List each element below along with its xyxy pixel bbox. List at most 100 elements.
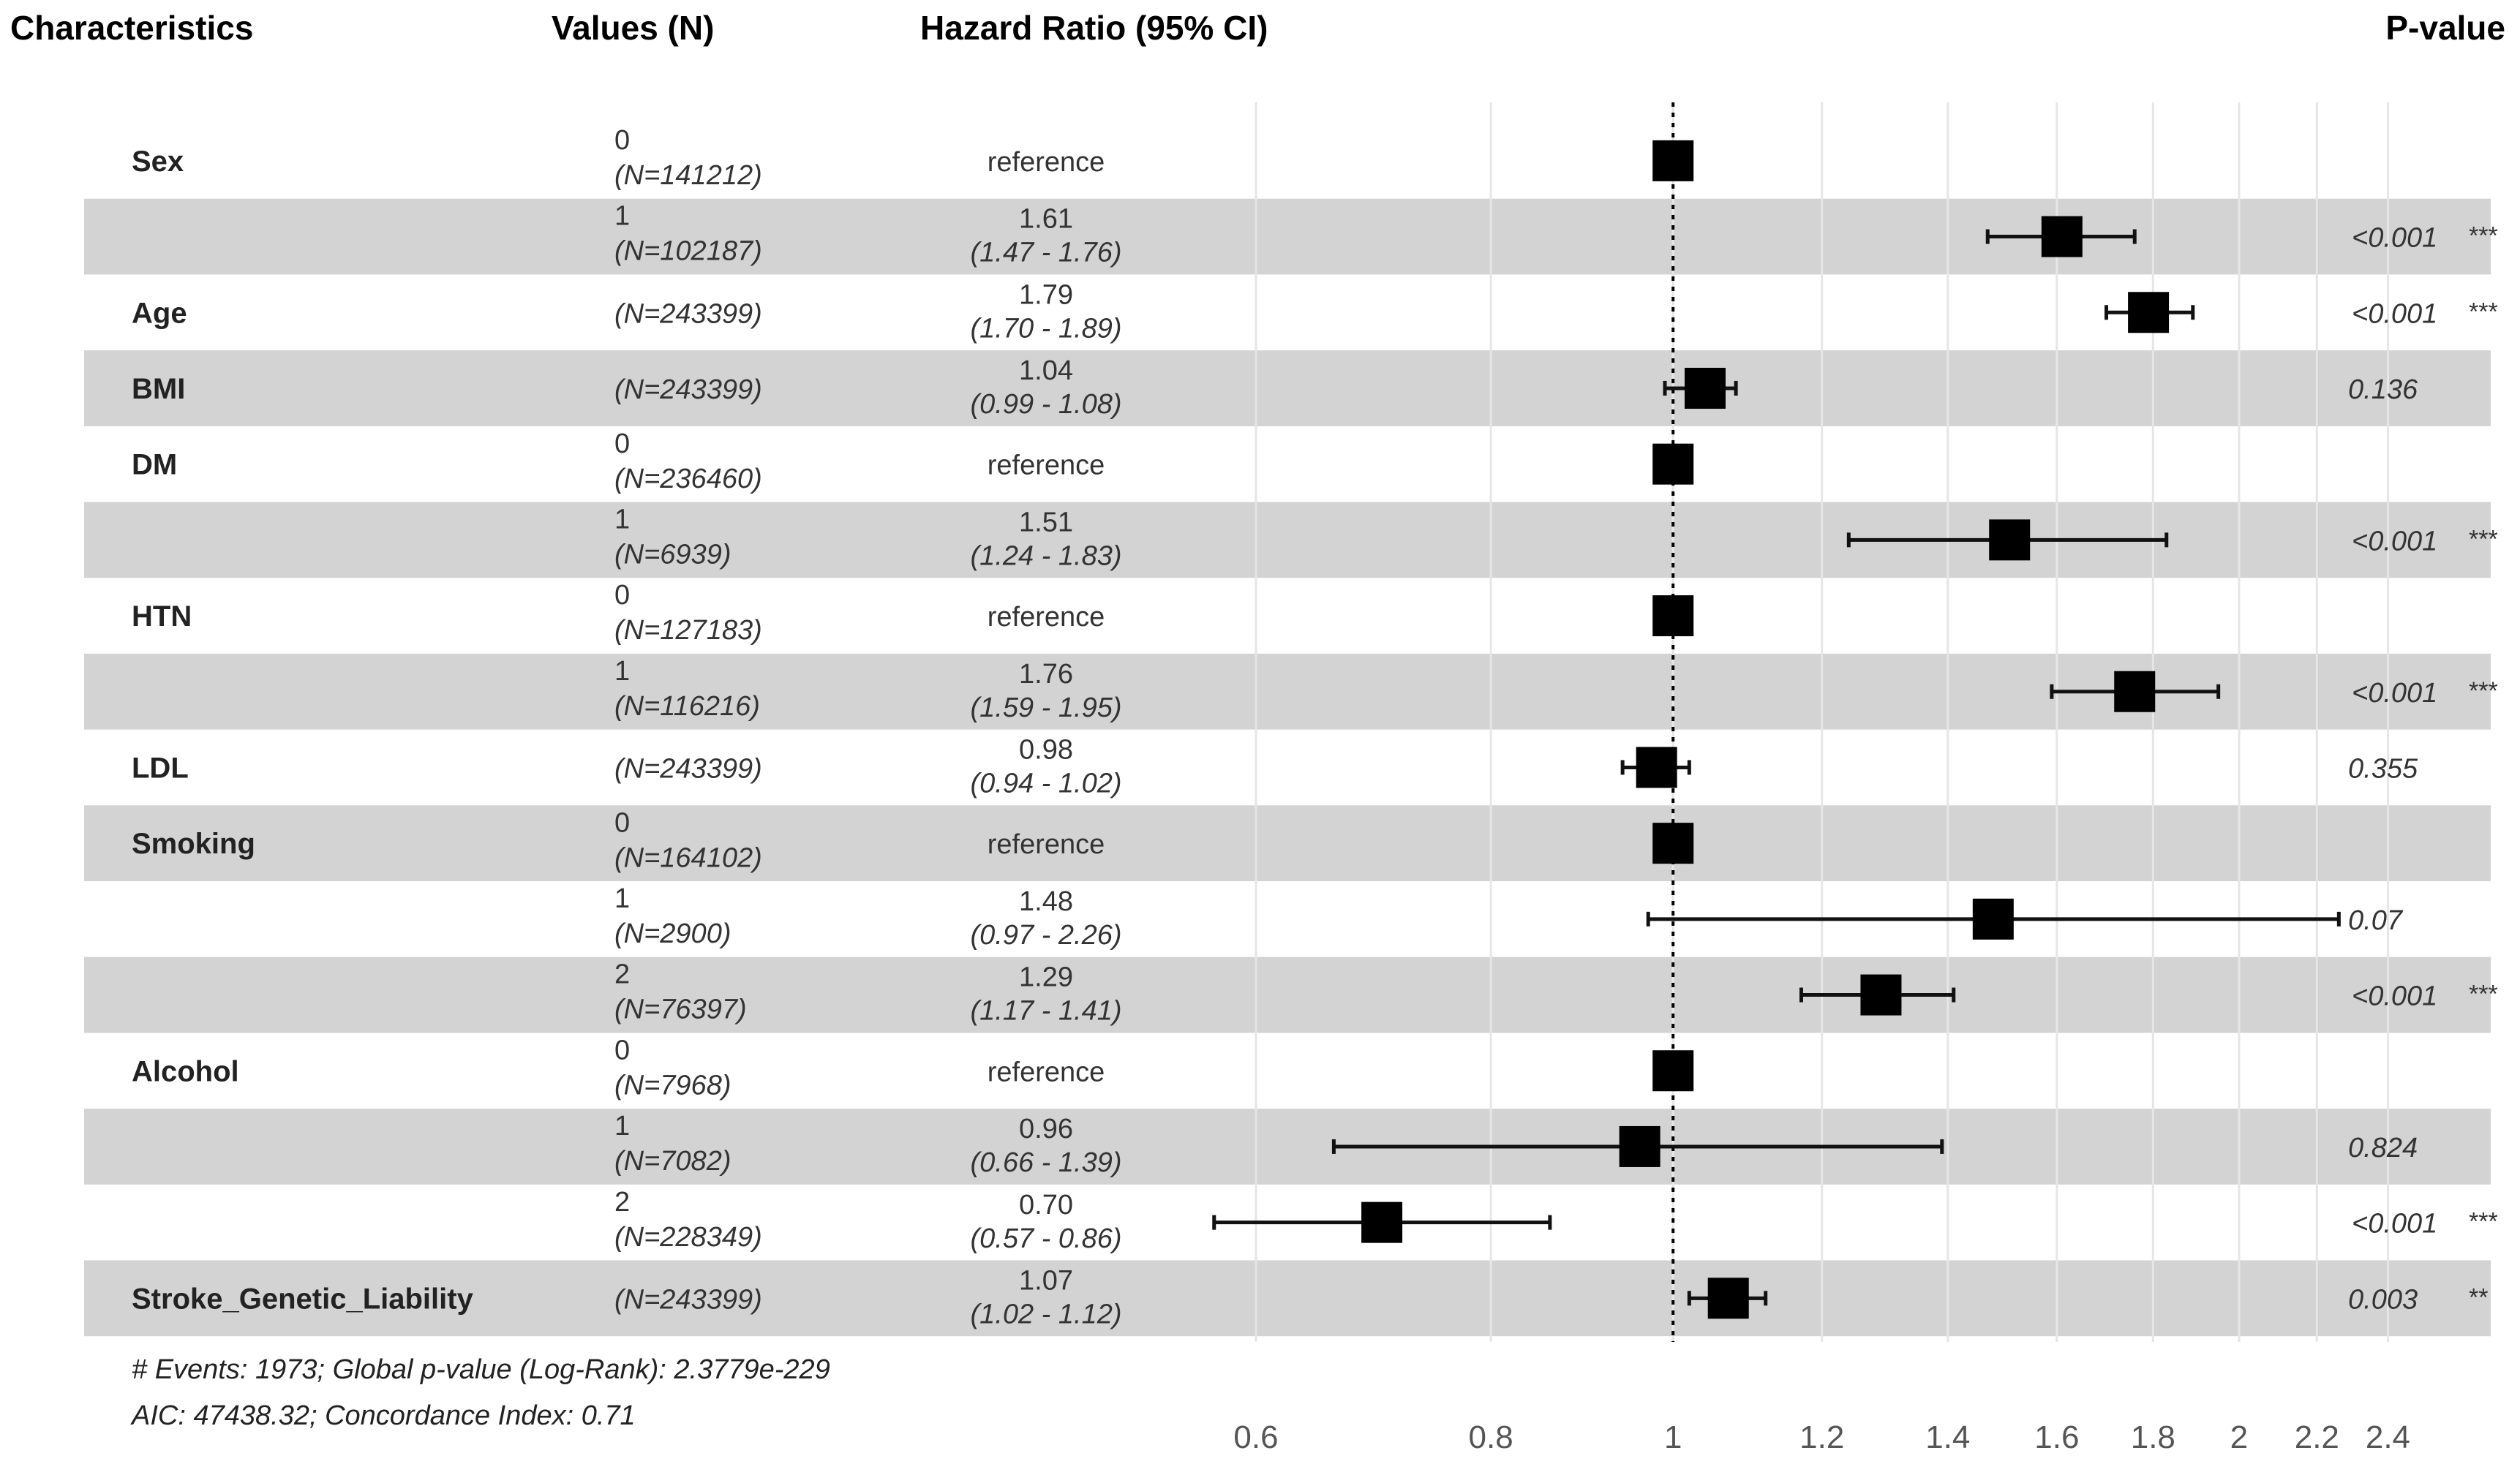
row-band	[84, 956, 2491, 1033]
row-p-value: 0.003	[2348, 1284, 2418, 1315]
row-n: (N=243399)	[614, 298, 762, 329]
row-p-value: 0.07	[2348, 905, 2404, 936]
row-level: 1	[614, 201, 630, 232]
row-p-value: <0.001	[2352, 223, 2437, 254]
row-variable: LDL	[132, 752, 189, 784]
x-tick-label: 1.4	[1925, 1419, 1970, 1455]
row-n: (N=76397)	[614, 995, 747, 1025]
row-p-value: <0.001	[2352, 298, 2437, 329]
row-level: 0	[614, 580, 630, 611]
row-level: 2	[614, 959, 630, 990]
row-hazard-ratio: 1.04	[1019, 355, 1073, 386]
row-p-value: 0.355	[2348, 753, 2418, 784]
row-n: (N=102187)	[614, 236, 762, 267]
row-n: (N=236460)	[614, 464, 762, 494]
row-n: (N=7968)	[614, 1070, 731, 1101]
estimate-point	[1989, 519, 2031, 561]
row-n: (N=7082)	[614, 1146, 731, 1177]
row-n: (N=116216)	[614, 691, 760, 722]
row-hazard-ratio: 1.48	[1019, 886, 1073, 917]
x-tick-label: 0.6	[1233, 1419, 1278, 1455]
x-tick-label: 1.6	[2034, 1419, 2079, 1455]
row-hazard-ratio: 0.98	[1019, 735, 1073, 766]
row-level: 0	[614, 429, 630, 459]
x-tick-label: 1.2	[1799, 1419, 1844, 1455]
row-ci: (1.47 - 1.76)	[971, 238, 1122, 268]
estimate-point	[1619, 1125, 1660, 1167]
row-p-value: 0.824	[2348, 1133, 2418, 1163]
row-ci: (0.97 - 2.26)	[971, 920, 1122, 951]
x-tick-label: 1	[1664, 1419, 1682, 1455]
row-ci: (1.24 - 1.83)	[971, 541, 1122, 572]
x-tick-label: 0.8	[1469, 1419, 1513, 1455]
header-characteristics: Characteristics	[10, 9, 253, 47]
row-variable: Smoking	[132, 828, 255, 860]
row-p-value: <0.001	[2352, 981, 2437, 1012]
x-tick-label: 1.8	[2131, 1419, 2175, 1455]
header-p-value: P-value	[2385, 9, 2505, 47]
row-p-value: <0.001	[2352, 526, 2437, 556]
row-n: (N=2900)	[614, 918, 731, 949]
row-band	[84, 805, 2491, 881]
x-tick-label: 2.4	[2366, 1419, 2410, 1455]
row-significance: ***	[2469, 222, 2498, 250]
x-tick-label: 2.2	[2295, 1419, 2339, 1455]
row-variable: Sex	[132, 146, 184, 178]
row-hazard-ratio: 1.76	[1019, 659, 1073, 690]
row-hazard-ratio: reference	[988, 829, 1105, 860]
row-level: 1	[614, 1111, 630, 1142]
row-variable: Stroke_Genetic_Liability	[132, 1283, 474, 1315]
estimate-point	[1684, 367, 1726, 409]
row-hazard-ratio: 0.96	[1019, 1114, 1073, 1144]
x-axis-ticks: 0.6 0.8 1 1.2 1.4 1.6 1.8 2 2.2 2.4	[1233, 1419, 2410, 1455]
row-band	[84, 1260, 2491, 1337]
row-n: (N=243399)	[614, 1284, 762, 1315]
row-bands	[84, 198, 2491, 1337]
row-hazard-ratio: 0.70	[1019, 1190, 1073, 1220]
row-variable: HTN	[132, 600, 192, 633]
row-ci: (1.70 - 1.89)	[971, 313, 1122, 344]
row-significance: ***	[2469, 525, 2498, 553]
row-n: (N=6939)	[614, 540, 731, 570]
row-n: (N=243399)	[614, 753, 762, 784]
row-variable: Age	[132, 297, 187, 329]
estimate-point	[2041, 216, 2083, 257]
x-tick-label: 2	[2230, 1419, 2248, 1455]
row-hazard-ratio: 1.51	[1019, 508, 1073, 538]
row-hazard-ratio: 1.29	[1019, 962, 1073, 993]
row-significance: ***	[2469, 677, 2498, 705]
estimate-point	[1652, 443, 1694, 485]
row-band	[84, 350, 2491, 426]
row-significance: ***	[2469, 298, 2498, 325]
estimate-point	[1636, 747, 1677, 788]
row-hazard-ratio: 1.07	[1019, 1266, 1073, 1297]
row-ci: (1.02 - 1.12)	[971, 1299, 1122, 1330]
row-ci: (0.66 - 1.39)	[971, 1147, 1122, 1178]
row-level: 0	[614, 125, 630, 156]
estimate-point	[1972, 898, 2014, 940]
row-ci: (1.17 - 1.41)	[971, 996, 1122, 1027]
estimate-point	[1652, 1050, 1694, 1092]
row-p-value: <0.001	[2352, 1209, 2437, 1240]
estimate-point	[1652, 823, 1694, 864]
row-level: 0	[614, 1035, 630, 1065]
estimate-point	[1652, 140, 1694, 181]
row-ci: (0.94 - 1.02)	[971, 769, 1122, 799]
row-level: 2	[614, 1187, 630, 1218]
footer-events: # Events: 1973; Global p-value (Log-Rank…	[132, 1354, 830, 1385]
row-hazard-ratio: reference	[988, 1057, 1105, 1087]
estimate-point	[1361, 1201, 1403, 1243]
row-level: 1	[614, 505, 630, 535]
row-variable: BMI	[132, 373, 185, 405]
estimate-marks	[1212, 140, 2341, 1319]
footer-aic: AIC: 47438.32; Concordance Index: 0.71	[130, 1400, 636, 1431]
row-p-value: 0.136	[2348, 374, 2418, 405]
estimate-point	[1860, 974, 1902, 1016]
row-hazard-ratio: reference	[988, 450, 1105, 481]
row-hazard-ratio: reference	[988, 147, 1105, 178]
row-n: (N=243399)	[614, 374, 762, 405]
row-ci: (0.99 - 1.08)	[971, 389, 1122, 420]
row-significance: **	[2469, 1283, 2488, 1311]
